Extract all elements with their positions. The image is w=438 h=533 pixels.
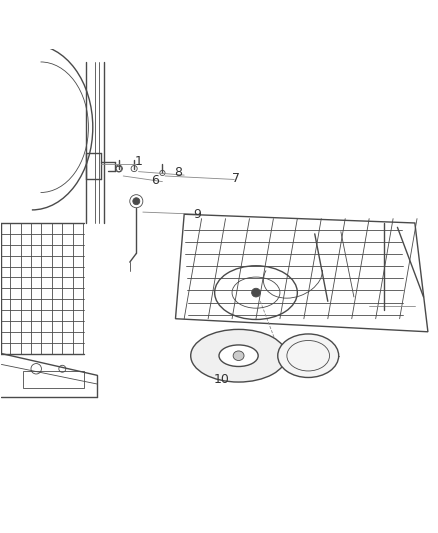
Ellipse shape	[219, 345, 258, 367]
Text: 8: 8	[174, 166, 183, 179]
Circle shape	[160, 171, 165, 175]
Text: 7: 7	[232, 172, 240, 184]
Circle shape	[116, 165, 122, 172]
Circle shape	[252, 288, 260, 297]
Circle shape	[130, 195, 143, 208]
Text: 9: 9	[193, 208, 201, 221]
Ellipse shape	[191, 329, 286, 382]
Circle shape	[133, 198, 140, 205]
Ellipse shape	[233, 351, 244, 360]
Circle shape	[131, 166, 137, 172]
Text: 1: 1	[134, 155, 142, 168]
Ellipse shape	[278, 334, 339, 377]
Text: 10: 10	[213, 373, 229, 386]
Text: 6: 6	[151, 174, 159, 187]
